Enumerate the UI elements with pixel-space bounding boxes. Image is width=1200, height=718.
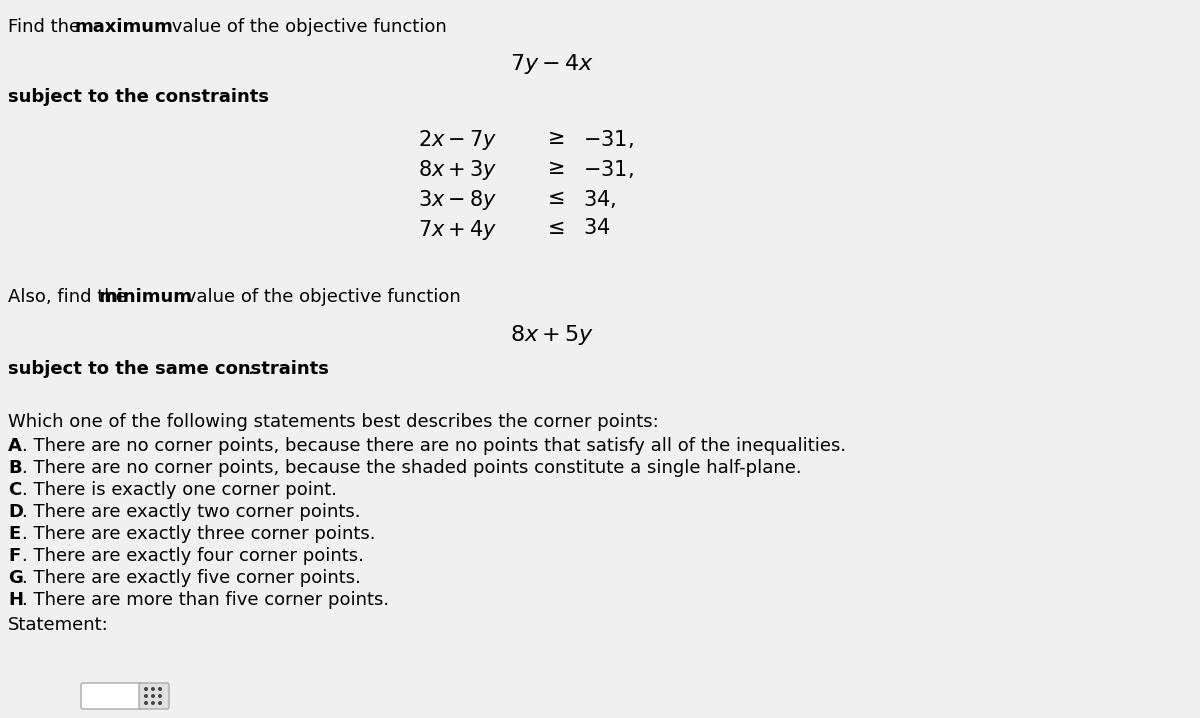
Text: $34$: $34$ (583, 218, 611, 238)
FancyBboxPatch shape (82, 683, 143, 709)
Text: Find the: Find the (8, 18, 86, 36)
Text: $8x + 3y$: $8x + 3y$ (418, 158, 497, 182)
Text: $\leq$: $\leq$ (542, 218, 564, 238)
Text: subject to the constraints: subject to the constraints (8, 88, 269, 106)
Text: $3x - 8y$: $3x - 8y$ (418, 188, 497, 212)
Text: Which one of the following statements best describes the corner points:: Which one of the following statements be… (8, 413, 659, 431)
Text: $2x - 7y$: $2x - 7y$ (418, 128, 497, 152)
Circle shape (158, 688, 161, 690)
Text: maximum: maximum (74, 18, 173, 36)
Text: . There are exactly four corner points.: . There are exactly four corner points. (22, 547, 364, 565)
Text: value of the objective function: value of the objective function (166, 18, 446, 36)
Text: C: C (8, 481, 22, 499)
Text: Statement:: Statement: (8, 616, 109, 634)
Text: D: D (8, 503, 23, 521)
Circle shape (158, 701, 161, 704)
Text: minimum: minimum (98, 288, 193, 306)
Text: $7y - 4x$: $7y - 4x$ (510, 52, 594, 76)
Text: G: G (8, 569, 23, 587)
Circle shape (158, 695, 161, 697)
Text: $-31,$: $-31,$ (583, 128, 634, 150)
Text: $-31,$: $-31,$ (583, 158, 634, 180)
Text: . There are exactly two corner points.: . There are exactly two corner points. (22, 503, 360, 521)
Text: $8x + 5y$: $8x + 5y$ (510, 323, 594, 347)
Text: . There is exactly one corner point.: . There is exactly one corner point. (22, 481, 337, 499)
Circle shape (145, 695, 148, 697)
Circle shape (151, 701, 155, 704)
Text: E: E (8, 525, 20, 543)
Circle shape (151, 695, 155, 697)
Text: . There are more than five corner points.: . There are more than five corner points… (22, 591, 389, 609)
Text: .: . (247, 360, 253, 378)
FancyBboxPatch shape (139, 683, 169, 709)
Text: Also, find the: Also, find the (8, 288, 132, 306)
Text: value of the objective function: value of the objective function (180, 288, 461, 306)
Circle shape (151, 688, 155, 690)
Text: $\geq$: $\geq$ (542, 128, 564, 148)
Text: $7x + 4y$: $7x + 4y$ (418, 218, 497, 242)
Text: . There are no corner points, because there are no points that satisfy all of th: . There are no corner points, because th… (22, 437, 846, 455)
Text: A: A (8, 437, 22, 455)
Text: . There are no corner points, because the shaded points constitute a single half: . There are no corner points, because th… (22, 459, 802, 477)
Text: $\geq$: $\geq$ (542, 158, 564, 178)
Text: B: B (8, 459, 22, 477)
Text: $34,$: $34,$ (583, 188, 616, 210)
Text: $\leq$: $\leq$ (542, 188, 564, 208)
Circle shape (145, 701, 148, 704)
Text: H: H (8, 591, 23, 609)
Text: . There are exactly three corner points.: . There are exactly three corner points. (22, 525, 376, 543)
Text: F: F (8, 547, 20, 565)
Circle shape (145, 688, 148, 690)
Text: . There are exactly five corner points.: . There are exactly five corner points. (22, 569, 361, 587)
Text: subject to the same constraints: subject to the same constraints (8, 360, 329, 378)
